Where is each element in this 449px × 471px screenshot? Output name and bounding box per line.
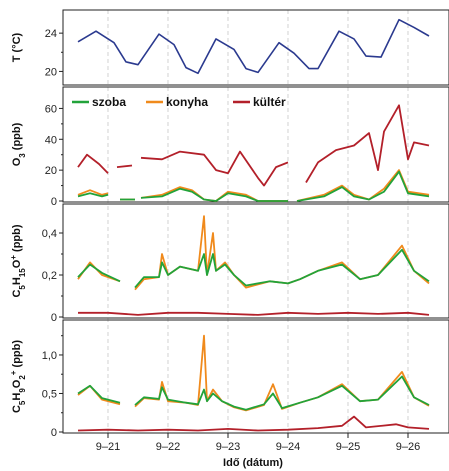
xtick-label-2: 9–23 (216, 441, 240, 453)
panel-ozone: 0 20 40 60 O3 (ppb) (11, 86, 449, 208)
ylabel-c5h9o2: C5H9O2+ (ppb) (9, 340, 27, 413)
series-c5h15o-konyha (77, 215, 430, 291)
xtick-label-3: 9–24 (276, 441, 300, 453)
panel-frame-c5h15o (62, 203, 449, 319)
ylabel-ozone: O3 (ppb) (11, 122, 27, 166)
legend: szoba konyha kültér (72, 95, 286, 109)
xtick-label-0: 9–21 (96, 441, 120, 453)
ytick-label-ozone-2: 40 (45, 134, 57, 146)
panel-frame-temperature (62, 9, 449, 86)
panel-c5h9o2: 0 0,5 1,0 C5H9O2+ (ppb) (9, 319, 449, 439)
panel-c5h15o: 0 0,2 0,4 C5H15O+ (ppb) (9, 203, 449, 324)
ytick-label-ozone-0: 0 (51, 196, 57, 208)
legend-label-szoba: szoba (92, 95, 126, 109)
ytick-label-ozone-3: 60 (45, 103, 57, 115)
ytick-label-c5h9o2-1: 0,5 (42, 388, 57, 400)
ylabel-c5h15o: C5H15O+ (ppb) (9, 224, 27, 297)
series-ozone-szoba (77, 170, 430, 202)
panel-frame-ozone (62, 86, 449, 203)
ytick-label-c5h15o-2: 0,4 (42, 228, 57, 240)
series-c5h15o-kulter (78, 311, 430, 316)
ytick-label-temperature-1: 24 (45, 28, 57, 40)
series-ozone-kulter (77, 104, 430, 187)
ytick-label-c5h15o-0: 0 (51, 312, 57, 324)
legend-label-konyha: konyha (166, 95, 208, 109)
series-c5h15o-szoba (77, 248, 430, 289)
x-axis: 9–21 9–22 9–23 9–24 9–25 9–26 (96, 433, 420, 453)
xtick-label-1: 9–22 (156, 441, 180, 453)
chart-panels: 20 24 T (°C) 0 20 40 60 O3 (ppb) 0 0,2 0,4 C5H15O+ … (9, 9, 449, 439)
ytick-label-c5h15o-1: 0,2 (42, 270, 57, 282)
xtick-label-4: 9–25 (336, 441, 360, 453)
panel-frame-c5h9o2 (62, 319, 449, 434)
legend-label-kulter: kültér (253, 95, 286, 109)
ytick-label-c5h9o2-0: 0 (51, 427, 57, 439)
panel-temperature: 20 24 T (°C) (11, 9, 449, 86)
ytick-label-c5h9o2-2: 1,0 (42, 350, 57, 362)
x-axis-label: Idő (dátum) (223, 457, 283, 469)
series-c5h9o2-kulter (77, 415, 430, 432)
ylabel-temperature: T (°C) (11, 32, 23, 62)
series-temperature-T (77, 18, 430, 75)
ytick-label-ozone-1: 20 (45, 165, 57, 177)
xtick-label-5: 9–26 (396, 441, 420, 453)
ytick-label-temperature-0: 20 (45, 66, 57, 78)
vertical-dashed-grid (107, 10, 409, 433)
series-c5h9o2-szoba (77, 375, 430, 411)
